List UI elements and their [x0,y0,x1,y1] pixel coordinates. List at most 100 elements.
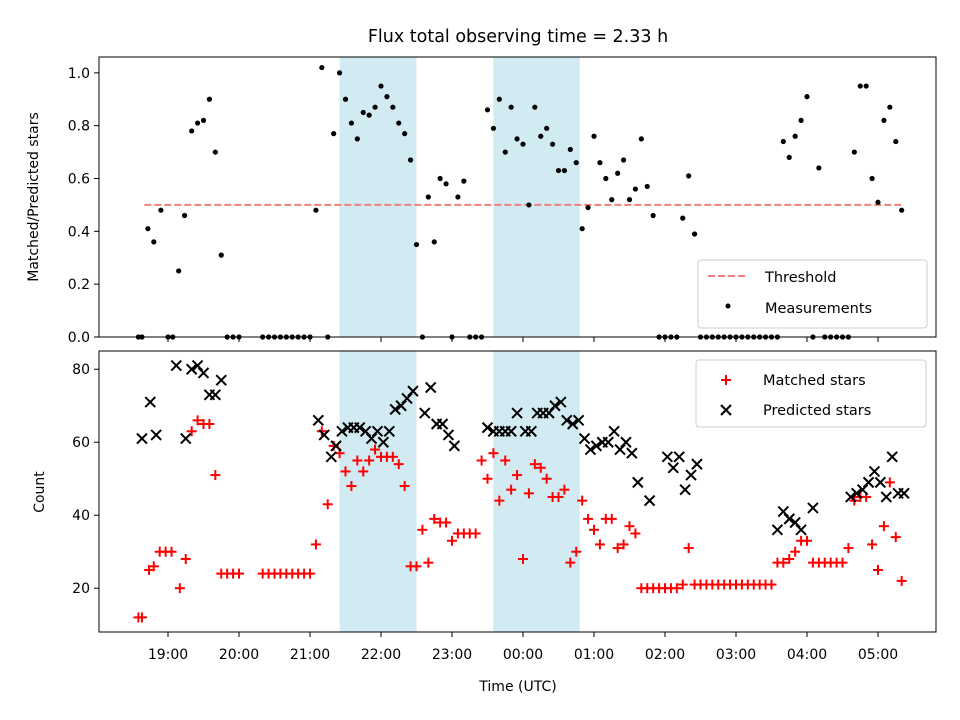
predicted-star-point-b [555,396,567,408]
measurement-point [319,64,325,71]
predicted-star-point-b [371,425,384,437]
matched-star-point [618,539,629,550]
predicted-star-point [150,429,162,441]
measurement-point [561,167,568,174]
predicted-star-point [209,389,222,401]
measurement-point [431,239,437,245]
measurement-point [650,212,656,219]
measurement-point [331,131,337,137]
measurement-point [145,226,151,232]
matched-star-point [624,521,635,532]
matched-star-point [429,513,440,524]
predicted-star-point-b [481,421,494,434]
measurement-point [686,173,692,179]
predicted-star-point-b [880,491,892,503]
predicted-star-point [312,414,324,427]
matched-star-point [890,532,901,543]
matched-star-point [873,564,883,575]
matched-star-point [867,539,878,550]
measurement-point [366,112,372,118]
predicted-star-point [691,458,703,470]
matched-star-points [133,415,907,623]
matched-star-point [541,473,552,484]
measurement-point [632,186,639,192]
matched-star-point [340,466,351,477]
measurement-point [544,125,550,131]
legend-threshold-label: Threshold [764,270,836,286]
measurement-point [526,202,532,208]
measurement-point [372,104,378,110]
x-tick-label: 19:00 [148,647,188,663]
predicted-star-point-b [209,389,222,401]
predicted-star-point-b [325,451,338,463]
x-tick-label: 03:00 [716,647,756,663]
matched-star-point [417,524,428,535]
matched-star-point [577,495,588,506]
measurement-point [384,94,390,100]
measurement-point [816,165,822,171]
measurement-point [875,199,881,205]
legend-matched-swatch [721,375,731,385]
matched-star-point [441,517,452,528]
predicted-star-point-b [679,483,691,496]
matched-star-point [166,546,177,557]
predicted-star-point-b [643,494,656,507]
matched-star-point [234,568,244,579]
predicted-star-point [643,494,656,507]
predicted-star-point-b [185,363,198,375]
legend-measurements-swatch [725,303,731,309]
predicted-star-point-b [436,418,449,430]
predicted-star-point [170,359,182,372]
x-tick-label: 04:00 [787,647,827,663]
measurement-point [573,160,579,166]
matched-star-point [553,491,564,502]
matched-star-point [310,539,321,550]
measurement-point [336,70,343,76]
predicted-star-point [525,425,537,437]
predicted-star-point [481,421,494,434]
matched-star-point [136,612,147,623]
predicted-star-point-b [191,359,204,372]
measurement-point [490,125,497,131]
matched-star-point [583,513,594,524]
matched-star-point [352,455,363,466]
predicted-star-point [783,513,795,525]
predicted-star-point-b [590,440,603,452]
y-tick-label: 80 [72,362,90,378]
shaded-interval [339,57,417,337]
predicted-star-point-b [150,429,162,441]
measurement-point [626,197,633,203]
predicted-star-point [845,491,857,503]
y-tick-label: 0.8 [68,119,90,135]
predicted-star-point [353,421,366,434]
matched-star-point [210,470,221,481]
matched-star-point [559,484,570,495]
predicted-star-point-b [389,403,401,416]
measurement-point [615,170,621,176]
matched-star-point [571,546,582,557]
predicted-star-point-b [898,487,910,500]
x-tick-label: 02:00 [645,647,685,663]
measurement-point [887,104,893,110]
measurement-point [158,207,164,213]
predicted-star-point-b [170,359,182,372]
y-tick-label: 20 [72,581,90,597]
matched-star-point [523,488,534,499]
measurement-point [899,207,905,213]
predicted-star-point [807,502,819,514]
measurement-point [680,215,686,221]
predicted-star-point [442,429,455,441]
predicted-star-point [424,381,437,394]
predicted-star-point [330,440,342,452]
predicted-star-point-b [777,505,790,518]
matched-star-point [802,535,812,546]
x-tick-label: 21:00 [290,647,330,663]
matched-star-point [565,557,576,568]
matched-star-point [305,568,315,579]
predicted-star-point-b [525,425,537,437]
predicted-star-point [868,465,881,478]
matched-star-point [192,415,203,426]
matched-star-point [364,455,375,466]
measurement-point [508,104,514,110]
